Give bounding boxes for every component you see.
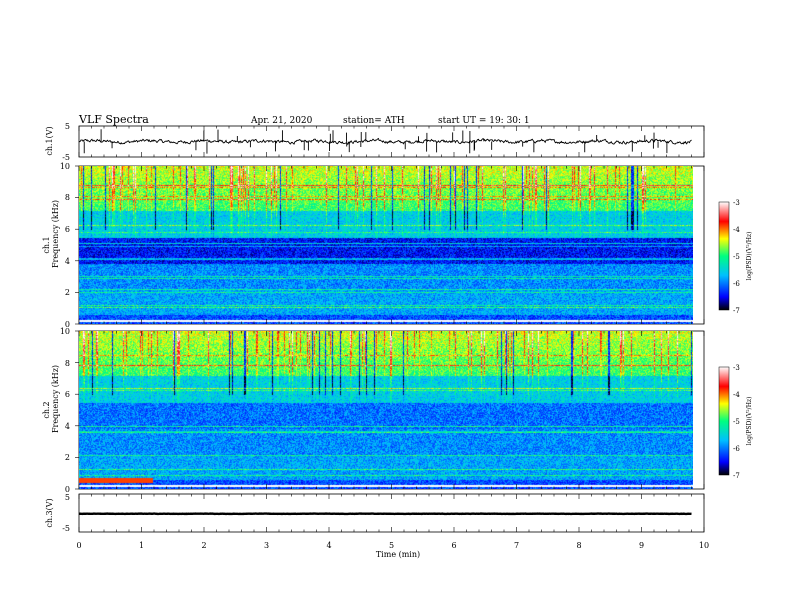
x-axis: 0 1 2 3 4 5 6 7 8 9 10 Time (min) [76,541,709,559]
spec1-ytick-6: 6 [65,225,70,234]
start-time-label: start UT = 19: 30: 1 [438,116,530,126]
figure-title: VLF Spectra [78,113,149,126]
spec1-cbar-tick-4: -4 [733,226,740,234]
ch3-waveform-panel: 5 -5 ch.3(V) [45,493,705,533]
spec2-cbar-tick-6: -6 [733,445,740,453]
spec1-ytick-2: 2 [65,288,70,297]
spec2-cbar-label: log(PSD)(V²/Hz) [746,397,753,446]
spec2-colorbar-gradient [718,366,730,476]
spec1-cbar-tick-6: -6 [733,280,740,288]
spec2-cbar-tick-5: -5 [733,418,740,426]
spec1-y-axis: 0 2 4 6 8 10 [60,162,79,329]
ch2-spectrogram-heatmap [79,331,693,489]
spec1-colorbar-gradient [718,201,730,311]
spec1-ytick-8: 8 [65,193,70,202]
x-tick-label: 9 [639,541,644,550]
ch3-ylabel: ch.3(V) [45,498,54,527]
spec1-cbar-tick-7: -7 [733,307,740,315]
x-tick-label: 1 [139,541,144,550]
spec2-ytick-0: 0 [65,485,70,494]
station-label: station= ATH [343,116,405,126]
spec1-ylabel-frequency: Frequency (kHz) [51,200,60,268]
ch3-ytick-bottom: -5 [62,524,70,533]
date-label: Apr. 21, 2020 [250,116,313,126]
spec2-cbar-tick-4: -4 [733,391,740,399]
ch1-waveform-panel: 5 -5 ch.1(V) [45,122,705,162]
spec2-ytick-2: 2 [65,453,70,462]
spec2-x-ticks [78,331,705,489]
x-tick-label: 6 [451,541,456,550]
spec2-cbar-tick-7: -7 [733,472,740,480]
x-tick-label: 3 [264,541,269,550]
x-tick-label: 0 [76,541,81,550]
spec1-ytick-0: 0 [65,320,70,329]
spec1-cbar-tick-3: -3 [733,199,740,207]
x-tick-label: 10 [699,541,709,550]
x-tick-label: 2 [201,541,206,550]
ch1-ylabel: ch.1(V) [45,126,54,155]
spec2-ytick-6: 6 [65,390,70,399]
spec2-cbar-tick-3: -3 [733,364,740,372]
ch1-ytick-top: 5 [65,122,70,131]
ch3-x-ticks [78,494,705,532]
spec2-ytick-10: 10 [60,327,70,336]
spec1-ylabel-channel: ch.1 [42,236,51,253]
spec1-ytick-10: 10 [60,162,70,171]
spec2-ylabel-frequency: Frequency (kHz) [51,365,60,433]
spec2-ylabel-channel: ch.2 [42,401,51,418]
ch2-spectrogram-panel: 0 2 4 6 8 10 ch.2 Frequency (kHz) [42,327,705,494]
spec1-x-ticks [78,166,705,324]
ch1-spectrogram-panel: 0 2 4 6 8 10 ch.1 Frequency (kHz) [42,162,705,329]
x-tick-label: 5 [389,541,394,550]
spec2-colorbar: -3 -4 -5 -6 -7 log(PSD)(V²/Hz) [718,364,753,480]
ch1-ytick-bottom: -5 [62,153,70,162]
ch1-spectrogram-heatmap [79,166,693,324]
ch1-trace [78,129,692,154]
spec1-ytick-4: 4 [65,257,70,266]
x-tick-label: 7 [514,541,519,550]
x-axis-tick-labels: 0 1 2 3 4 5 6 7 8 9 10 [76,541,709,550]
spec1-cbar-tick-5: -5 [733,253,740,261]
spec2-ytick-8: 8 [65,359,70,368]
spec2-y-axis: 0 2 4 6 8 10 [60,327,79,494]
spec2-ytick-4: 4 [65,422,70,431]
x-axis-label: Time (min) [376,550,420,559]
ch3-ytick-top: 5 [65,493,70,502]
ch1-x-ticks [78,126,705,157]
spec1-colorbar: -3 -4 -5 -6 -7 log(PSD)(V²/Hz) [718,199,753,315]
spec1-cbar-label: log(PSD)(V²/Hz) [746,232,753,281]
x-tick-label: 4 [326,541,331,550]
x-tick-label: 8 [576,541,581,550]
